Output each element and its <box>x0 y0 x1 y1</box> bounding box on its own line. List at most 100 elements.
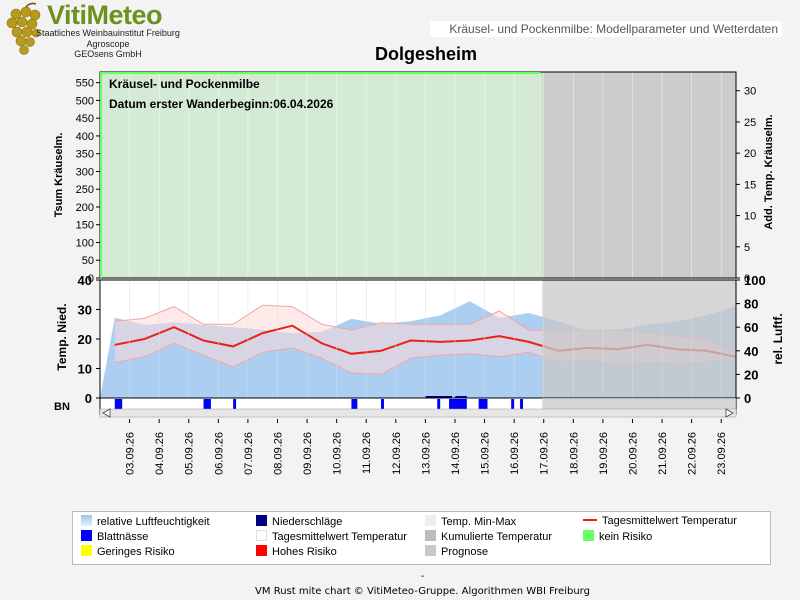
x-tick-label: 04.09.26 <box>154 432 166 475</box>
bottom-ytick-right-label: 0 <box>744 391 751 406</box>
top-ytick-left-label: 150 <box>76 220 94 232</box>
scroll-left-icon[interactable] <box>102 408 111 418</box>
x-tick-label: 17.09.26 <box>539 432 551 475</box>
legend-swatch <box>583 530 594 541</box>
x-tick-label: 09.09.26 <box>302 432 314 475</box>
chart-subtitle: Kräusel- und Pockenmilbe: Modellparamete… <box>449 22 778 36</box>
chart-subtitle-box: Kräusel- und Pockenmilbe: Modellparamete… <box>430 21 782 37</box>
legend-label: Prognose <box>441 546 489 558</box>
scroll-right-icon[interactable] <box>725 408 734 418</box>
top-ytick-left-label: 100 <box>76 237 94 249</box>
x-tick-label: 06.09.26 <box>213 432 225 475</box>
chart-legend: relative Luftfeuchtigkeit Niederschläge Te… <box>72 511 771 565</box>
x-tick-label: 03.09.26 <box>125 432 137 475</box>
legend-label: Blattnässe <box>97 531 149 543</box>
top-ytick-left-label: 0 <box>88 273 94 285</box>
top-ytick-left-label: 250 <box>76 184 94 196</box>
org-line-2: Agroscope <box>86 39 130 49</box>
bottom-ytick-right-label: 80 <box>744 297 758 312</box>
legend-item: Blattnässe <box>81 530 148 544</box>
bottom-ytick-right-label: 40 <box>744 344 758 359</box>
top-ylabel-left: Tsum Kräuselm. <box>53 133 65 218</box>
top-ytick-left-label: 300 <box>76 166 94 178</box>
legend-label: kein Risiko <box>599 531 653 543</box>
bottom-ylabel-right: rel. Luftf. <box>771 313 785 364</box>
top-ytick-right-label: 10 <box>744 211 756 223</box>
blattnaesse-bar <box>437 399 441 413</box>
legend-swatch <box>583 519 597 521</box>
x-tick-label: 08.09.26 <box>272 432 284 475</box>
x-tick-label: 05.09.26 <box>184 432 196 475</box>
x-tick-label: 16.09.26 <box>509 432 521 475</box>
annotation-line-1: Kräusel- und Pockenmilbe <box>109 77 260 91</box>
x-tick-label: 07.09.26 <box>243 432 255 475</box>
precip-bar <box>425 396 453 398</box>
forecast-overlay-bottom <box>542 280 736 398</box>
x-tick-label: 20.09.26 <box>627 432 639 475</box>
legend-swatch <box>425 530 436 541</box>
footer-credit: VM Rust mite chart © VitiMeteo-Gruppe. A… <box>255 586 590 597</box>
blattnaesse-bar <box>203 399 211 413</box>
bottom-ytick-right-label: 20 <box>744 367 758 382</box>
logo-text: VitiMeteo <box>47 0 163 30</box>
legend-item: Temp. Min-Max <box>425 515 516 529</box>
grape-logo-icon <box>6 2 41 55</box>
bottom-ytick-left-label: 30 <box>78 303 92 318</box>
blattnaesse-bar <box>520 399 524 413</box>
x-tick-label: 18.09.26 <box>568 432 580 475</box>
x-tick-label: 11.09.26 <box>361 432 373 474</box>
annotation-line-2: Datum erster Wanderbeginn:06.04.2026 <box>109 97 334 111</box>
blattnaesse-bar <box>233 399 237 413</box>
legend-item: Niederschläge <box>256 515 342 529</box>
legend-item: Prognose <box>425 545 488 559</box>
top-ytick-right-label: 5 <box>744 242 750 254</box>
legend-item: Kumulierte Temperatur <box>425 530 552 544</box>
blattnaesse-bar <box>381 399 384 413</box>
legend-label: Geringes Risiko <box>97 546 175 558</box>
top-ytick-right-label: 30 <box>744 86 756 98</box>
legend-item: Tagesmittelwert Temperatur <box>256 530 407 544</box>
bottom-ytick-right-label: 100 <box>744 273 766 288</box>
bottom-ytick-left-label: 0 <box>85 391 92 406</box>
x-tick-label: 10.09.26 <box>332 432 344 475</box>
legend-swatch <box>81 545 92 556</box>
legend-label: Temp. Min-Max <box>441 516 517 528</box>
x-tick-label: 15.09.26 <box>480 432 492 475</box>
legend-label: Niederschläge <box>272 516 343 528</box>
top-ytick-left-label: 500 <box>76 95 94 107</box>
legend-item: Geringes Risiko <box>81 545 175 559</box>
legend-swatch <box>425 515 436 526</box>
top-ytick-right-label: 15 <box>744 179 756 191</box>
timeline-scrollbar[interactable] <box>99 408 737 418</box>
blattnaesse-bar <box>351 399 358 413</box>
bn-label: BN <box>54 401 70 413</box>
legend-item: Tagesmittelwert Temperatur <box>583 515 737 528</box>
x-tick-label: 23.09.26 <box>716 432 728 475</box>
legend-item: Hohes Risiko <box>256 545 337 559</box>
forecast-overlay-top <box>542 72 736 278</box>
top-ytick-left-label: 550 <box>76 78 94 90</box>
legend-label: Kumulierte Temperatur <box>441 531 553 543</box>
x-tick-label: 12.09.26 <box>391 432 403 475</box>
legend-swatch <box>81 530 92 541</box>
legend-swatch <box>256 530 267 541</box>
location-title: Dolgesheim <box>374 44 478 64</box>
legend-label: Tagesmittelwert Temperatur <box>602 515 737 527</box>
legend-swatch <box>81 515 92 526</box>
precip-bar <box>454 396 467 398</box>
x-tick-label: 19.09.26 <box>598 432 610 475</box>
blattnaesse-bar <box>478 399 488 413</box>
bottom-ytick-left-label: 10 <box>78 362 92 377</box>
org-line-1: Staatliches Weinbauinstitut Freiburg <box>36 28 180 38</box>
top-ytick-left-label: 350 <box>76 149 94 161</box>
top-ylabel-right: Add. Temp. Kräuselm. <box>763 114 775 229</box>
top-ytick-right-label: 20 <box>744 148 756 160</box>
x-tick-label: 14.09.26 <box>450 432 462 475</box>
blattnaesse-bar <box>114 399 123 413</box>
footer-dash: - <box>420 571 425 582</box>
top-ytick-left-label: 450 <box>76 113 94 125</box>
bottom-ytick-left-label: 40 <box>78 273 92 288</box>
x-tick-label: 21.09.26 <box>657 432 669 475</box>
org-line-3: GEOsens GmbH <box>74 49 142 59</box>
legend-label: Hohes Risiko <box>272 546 337 558</box>
